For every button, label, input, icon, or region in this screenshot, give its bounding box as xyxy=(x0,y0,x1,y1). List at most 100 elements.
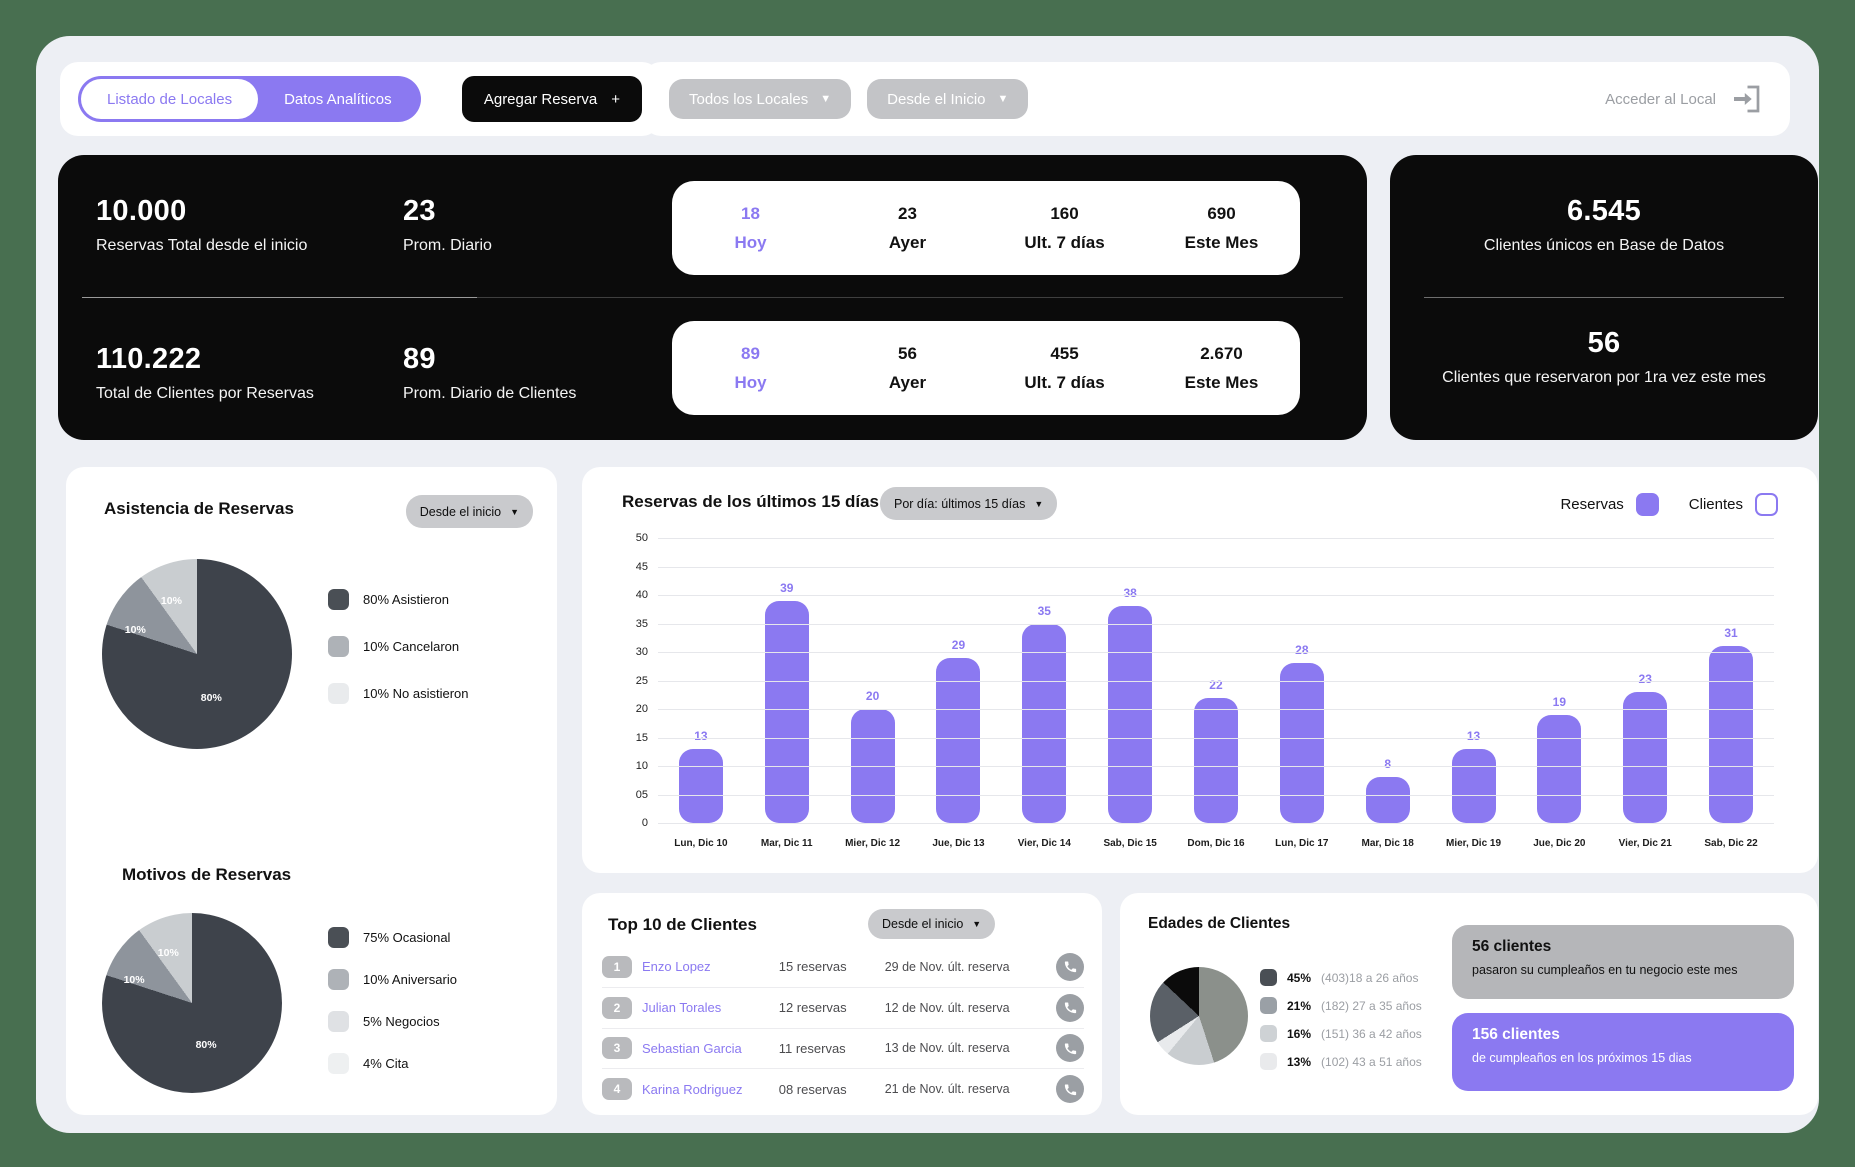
bar-column: 35 Vier, Dic 14 xyxy=(1001,538,1087,850)
acceder-al-local-label: Acceder al Local xyxy=(1605,90,1716,108)
legend-item: 10% Cancelaron xyxy=(328,636,469,657)
bar-value-label: 19 xyxy=(1552,694,1567,709)
bar[interactable] xyxy=(1451,748,1496,823)
bar[interactable] xyxy=(1365,777,1410,823)
grid-line xyxy=(658,680,1774,682)
pie-slice-label: 10% xyxy=(123,974,145,987)
clientes-unicos-stat: 6.545 Clientes únicos en Base de Datos xyxy=(1390,195,1818,255)
legend-item: 16% (151) 36 a 42 años xyxy=(1260,1025,1422,1042)
y-axis-label: 25 xyxy=(635,674,648,687)
prom-diario-clientes-stat: 89 Prom. Diario de Clientes xyxy=(403,343,576,403)
stat-value: 89 xyxy=(403,343,436,375)
legend-swatch[interactable] xyxy=(1635,493,1659,516)
header-tabs-card: Listado de Locales Datos Analíticos Agre… xyxy=(60,62,660,136)
chevron-down-icon: ▼ xyxy=(997,93,1009,105)
y-axis-label: 35 xyxy=(635,617,648,630)
divider xyxy=(82,297,1343,298)
bar-value-label: 13 xyxy=(694,728,708,743)
legend-swatch xyxy=(1260,1025,1277,1042)
chevron-down-icon: ▼ xyxy=(820,93,832,105)
period-stat: 160 Ult. 7 días xyxy=(1024,203,1105,252)
bar-column: 38 Sab, Dic 15 xyxy=(1087,538,1173,849)
whatsapp-button[interactable] xyxy=(1056,1075,1084,1104)
clientes-total-stat: 110.222 Total de Clientes por Reservas xyxy=(96,343,314,403)
bar-value-label: 23 xyxy=(1638,671,1652,686)
bar[interactable] xyxy=(678,748,723,823)
rank-badge: 2 xyxy=(602,996,632,1019)
bday-value: 156 clientes xyxy=(1472,1026,1560,1043)
period-stat: 23 Ayer xyxy=(888,203,927,252)
client-rows: 1 Enzo Lopez 15 reservas 29 de Nov. últ. re… xyxy=(602,947,1084,1109)
rank-badge: 4 xyxy=(602,1078,632,1101)
bar[interactable] xyxy=(764,600,809,823)
edades-pie-chart[interactable] xyxy=(1150,967,1248,1065)
client-name-link[interactable]: Julian Torales xyxy=(642,1000,722,1016)
prom-diario-stat: 23 Prom. Diario xyxy=(403,195,492,255)
grid-line xyxy=(658,794,1774,796)
tab-listado-de-locales[interactable]: Listado de Locales xyxy=(81,79,259,119)
client-name-link[interactable]: Karina Rodriguez xyxy=(642,1081,743,1097)
phone-icon xyxy=(1064,1084,1076,1095)
motivos-pie-chart[interactable]: 80% 10% 10% xyxy=(102,913,282,1093)
legend-item: 13% (102) 43 a 51 años xyxy=(1260,1053,1422,1070)
tab-datos-analiticos[interactable]: Datos Analíticos xyxy=(258,79,418,119)
phone-icon xyxy=(1064,961,1076,973)
asistencia-pie-chart[interactable]: 80% 10% 10% xyxy=(102,559,292,749)
x-axis-label: Lun, Dic 17 xyxy=(1275,838,1329,849)
stat-value: 6.545 xyxy=(1566,195,1642,227)
bar[interactable] xyxy=(1193,697,1238,823)
chart-filter-label: Por día: últimos 15 días xyxy=(894,496,1026,511)
enter-door-icon xyxy=(1734,85,1760,113)
rank-badge: 1 xyxy=(602,955,632,978)
stat-label: Clientes que reservaron por 1ra vez este… xyxy=(1442,369,1766,386)
phone-icon xyxy=(1064,1043,1076,1054)
legend-swatch[interactable] xyxy=(1755,493,1778,516)
top-clientes-filter-label: Desde el inicio xyxy=(882,917,964,931)
periodo-filter-dropdown[interactable]: Desde el Inicio ▼ xyxy=(867,79,1029,119)
client-name-link[interactable]: Enzo Lopez xyxy=(642,959,711,975)
x-axis-label: Mier, Dic 19 xyxy=(1446,838,1502,849)
bar[interactable] xyxy=(1537,714,1582,823)
y-axis-label: 10 xyxy=(635,760,648,772)
whatsapp-button[interactable] xyxy=(1056,1034,1084,1063)
chart-filter-dropdown[interactable]: Por día: últimos 15 días ▼ xyxy=(880,487,1058,520)
x-axis-label: Mar, Dic 11 xyxy=(760,838,813,849)
legend-swatch xyxy=(328,1011,349,1032)
bar[interactable] xyxy=(1279,663,1324,823)
bar-value-label: 20 xyxy=(865,689,880,703)
whatsapp-button[interactable] xyxy=(1056,952,1084,981)
bar[interactable] xyxy=(1022,623,1067,823)
period-stat: 56 Ayer xyxy=(888,343,927,392)
acceder-al-local-link[interactable]: Acceder al Local xyxy=(1605,81,1764,117)
top-clientes-filter-dropdown[interactable]: Desde el inicio ▼ xyxy=(868,909,996,939)
client-name-link[interactable]: Sebastian Garcia xyxy=(642,1040,742,1056)
bar[interactable] xyxy=(936,657,981,823)
bar[interactable] xyxy=(1108,606,1153,823)
bar-value-label: 29 xyxy=(951,637,966,652)
client-reservas: 08 reservas xyxy=(778,1081,847,1097)
asistencia-filter-dropdown[interactable]: Desde el inicio ▼ xyxy=(405,495,533,528)
legend-item-reservas[interactable]: Reservas xyxy=(1560,493,1659,516)
stat-label: Reservas Total desde el inicio xyxy=(96,237,308,254)
client-reservas: 12 reservas xyxy=(778,1000,847,1016)
stat-value: 56 xyxy=(1587,327,1621,359)
locales-filter-label: Todos los Locales xyxy=(689,90,809,108)
bar-column: 28 Lun, Dic 17 xyxy=(1259,538,1345,849)
dashboard-panel: Listado de Locales Datos Analíticos Agre… xyxy=(36,36,1819,1133)
legend-swatch xyxy=(328,927,349,948)
y-axis-label: 45 xyxy=(635,560,648,573)
x-axis-label: Dom, Dic 16 xyxy=(1187,838,1245,849)
motivos-legend: 75% Ocasional 10% Aniversario 5% Negocios 4… xyxy=(328,927,457,1074)
bar[interactable] xyxy=(1623,691,1668,823)
legend-item-clientes[interactable]: Clientes xyxy=(1689,493,1778,516)
agregar-reserva-button[interactable]: Agregar Reserva + xyxy=(461,76,642,122)
periodo-filter-label: Desde el Inicio xyxy=(887,90,986,108)
client-row: 4 Karina Rodriguez 08 reservas 21 de Nov. ú… xyxy=(602,1068,1084,1109)
phone-icon xyxy=(1064,1002,1076,1014)
locales-filter-dropdown[interactable]: Todos los Locales ▼ xyxy=(669,79,852,119)
x-axis-label: Mier, Dic 12 xyxy=(845,838,901,849)
bar[interactable] xyxy=(1709,646,1754,823)
period-stat: 18 Hoy xyxy=(734,203,767,252)
whatsapp-button[interactable] xyxy=(1056,993,1084,1022)
header-filters-card: Todos los Locales ▼ Desde el Inicio ▼ Ac… xyxy=(643,62,1790,136)
